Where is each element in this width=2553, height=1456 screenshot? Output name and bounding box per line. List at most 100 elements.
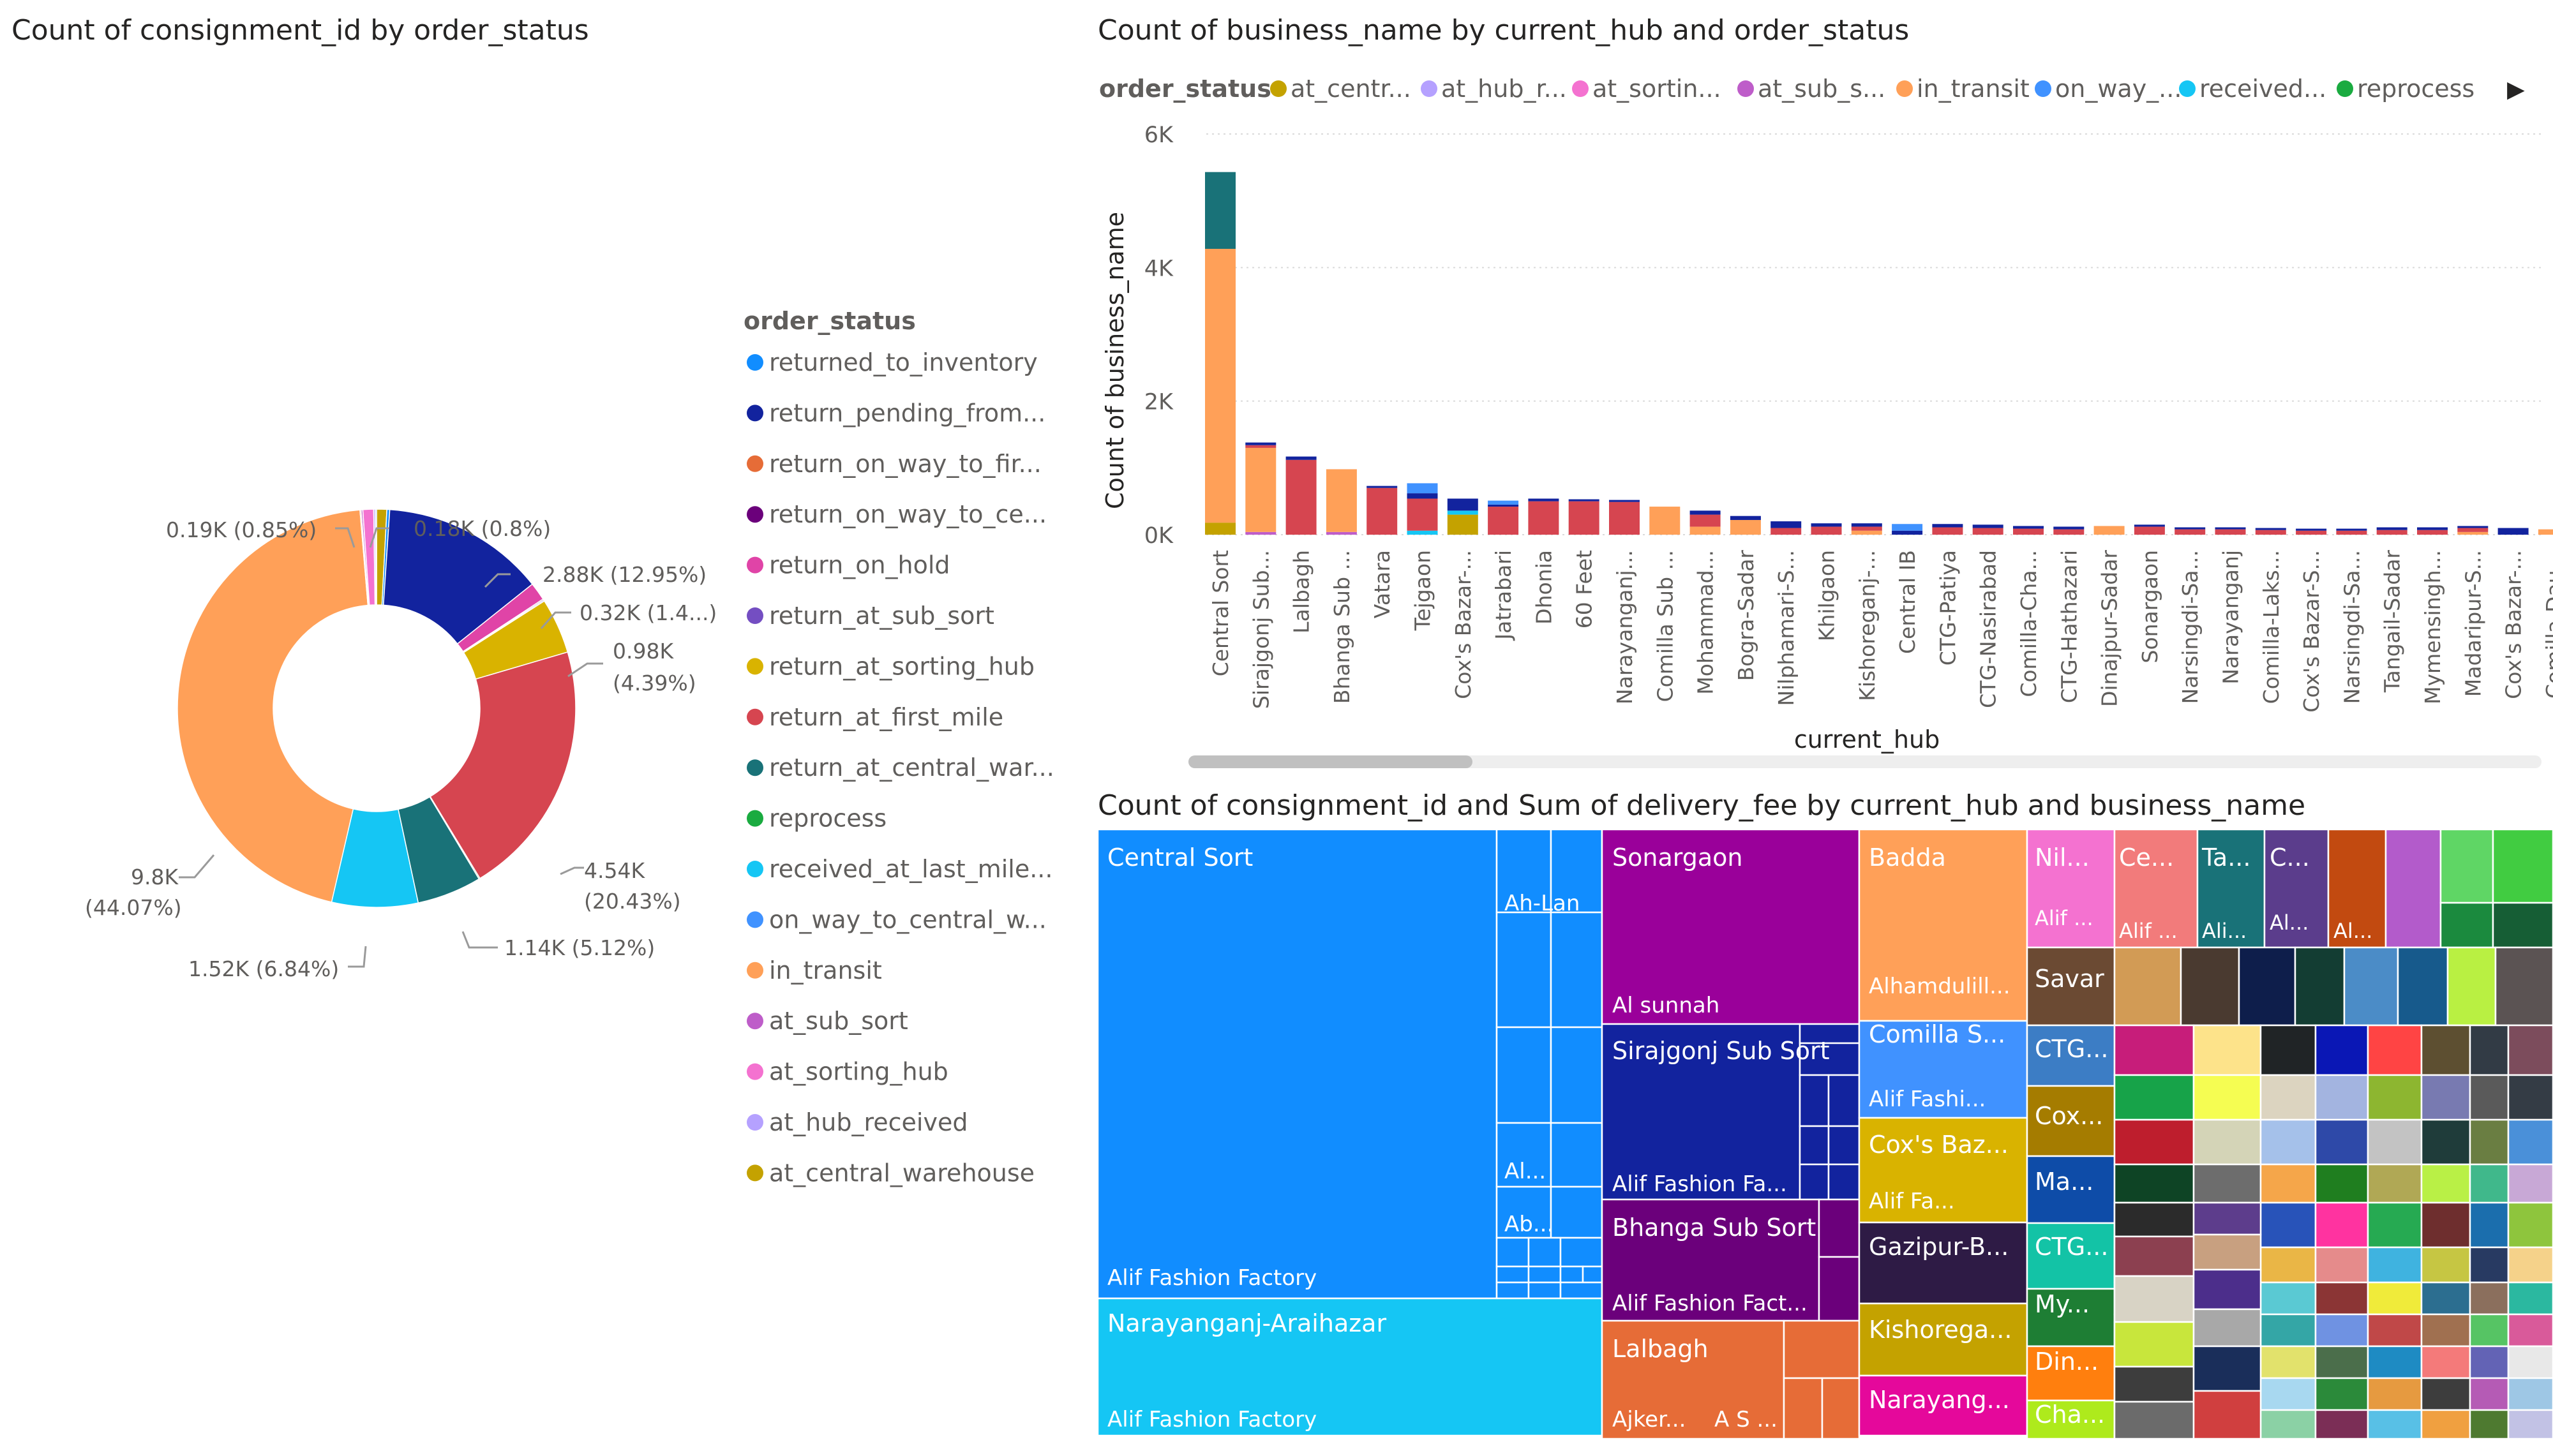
- treemap-cell[interactable]: [2113, 1201, 2195, 1238]
- treemap-cell[interactable]: [2507, 1163, 2553, 1204]
- tm-coxs[interactable]: [1858, 1117, 2028, 1224]
- tm-narayanganj-araihazar[interactable]: [1098, 1297, 1603, 1437]
- treemap-cell[interactable]: [2314, 1074, 2369, 1121]
- treemap-cell[interactable]: [1495, 1237, 1530, 1268]
- bar-segment-return-pending-from[interactable]: [2255, 528, 2286, 530]
- treemap-cell[interactable]: [1550, 911, 1603, 1029]
- bar-segment-return-pending-from[interactable]: [2013, 526, 2044, 529]
- treemap-cell[interactable]: [1527, 1265, 1562, 1284]
- bar-legend-item[interactable]: at_sub_s...: [1758, 75, 1885, 103]
- bar-segment-in-transit[interactable]: [1689, 526, 1721, 535]
- donut-legend-item[interactable]: at_central_warehouse: [769, 1159, 1035, 1187]
- treemap-cell[interactable]: [2259, 1074, 2317, 1121]
- treemap-cell[interactable]: [2420, 1201, 2471, 1249]
- bar-segment-received-at-last-mile[interactable]: [1407, 530, 1438, 535]
- treemap-cell[interactable]: [2113, 1118, 2195, 1166]
- treemap-cell[interactable]: [2420, 1281, 2471, 1316]
- treemap-cell[interactable]: [2420, 1074, 2471, 1121]
- treemap-cell[interactable]: [2259, 1281, 2317, 1316]
- treemap-cell[interactable]: [1799, 1074, 1830, 1127]
- treemap-cell[interactable]: [2238, 946, 2296, 1027]
- tm-sirajgonj[interactable]: [1601, 1023, 1801, 1201]
- bar-segment-return-pending-from[interactable]: [1932, 524, 1963, 528]
- treemap-cell[interactable]: [2507, 1024, 2553, 1076]
- tm-ce[interactable]: [2113, 828, 2199, 949]
- donut-legend-item[interactable]: reprocess: [769, 805, 887, 833]
- treemap-cell[interactable]: [2367, 1313, 2423, 1348]
- donut-legend-item[interactable]: at_hub_received: [769, 1108, 968, 1136]
- bar-segment-return-pending-from[interactable]: [2134, 524, 2165, 527]
- treemap-cell[interactable]: [2367, 1024, 2423, 1076]
- tm-ctg2[interactable]: [2026, 1222, 2116, 1290]
- treemap-cell[interactable]: [2314, 1409, 2369, 1440]
- treemap-cell[interactable]: [1818, 1256, 1860, 1322]
- bar-segment-return-at-first-mile[interactable]: [2255, 530, 2286, 535]
- treemap-cell[interactable]: [2420, 1118, 2471, 1166]
- treemap-cell[interactable]: [2507, 1246, 2553, 1284]
- treemap-cell[interactable]: [2469, 1313, 2510, 1348]
- treemap-cell[interactable]: [2259, 1201, 2317, 1249]
- donut-legend-item[interactable]: return_at_sub_sort: [769, 602, 994, 630]
- tm-bhanga[interactable]: [1601, 1198, 1820, 1322]
- treemap-cell[interactable]: [2180, 946, 2240, 1027]
- treemap-cell[interactable]: [2367, 1281, 2423, 1316]
- bar-segment-return-at-first-mile[interactable]: [1932, 527, 1963, 535]
- treemap-cell[interactable]: [2420, 1377, 2471, 1411]
- donut-legend-item[interactable]: at_sorting_hub: [769, 1058, 948, 1086]
- bar-segment-return-pending-from[interactable]: [2215, 527, 2246, 530]
- donut-slice-on-way-to-central-w[interactable]: [375, 509, 377, 605]
- tm-narayang[interactable]: [1858, 1374, 2028, 1437]
- donut-slice-return-at-first-mile[interactable]: [430, 651, 576, 879]
- bar-segment-return-pending-from[interactable]: [1771, 521, 1802, 528]
- donut-slice-in-transit[interactable]: [177, 509, 369, 903]
- treemap-cell[interactable]: [1827, 1125, 1860, 1166]
- bar-segment-return-at-first-mile[interactable]: [2053, 529, 2085, 535]
- tm-ma[interactable]: [2026, 1155, 2116, 1224]
- bar-segment-return-pending-from[interactable]: [1245, 442, 1276, 445]
- treemap-cell[interactable]: [2192, 1118, 2262, 1166]
- bar-segment-in-transit[interactable]: [1205, 249, 1236, 523]
- tm-cox[interactable]: [2026, 1085, 2116, 1157]
- treemap-cell[interactable]: [2439, 828, 2494, 904]
- treemap-cell[interactable]: [2314, 1345, 2369, 1379]
- donut-legend-item[interactable]: returned_to_inventory: [769, 348, 1038, 376]
- treemap-cell[interactable]: [2259, 1163, 2317, 1204]
- treemap-cell[interactable]: [2259, 1246, 2317, 1284]
- bar-legend-item[interactable]: at_sortin...: [1592, 75, 1721, 103]
- treemap-cell[interactable]: [2314, 1118, 2369, 1166]
- treemap-cell[interactable]: [2314, 1201, 2369, 1249]
- treemap-cell[interactable]: [1821, 1377, 1860, 1440]
- treemap-cell[interactable]: [2192, 1201, 2262, 1236]
- treemap-cell[interactable]: [1550, 1122, 1603, 1188]
- treemap-cell[interactable]: [2420, 1163, 2471, 1204]
- treemap-cell[interactable]: [2113, 946, 2182, 1027]
- treemap-cell[interactable]: [2469, 1377, 2510, 1411]
- treemap-cell[interactable]: [1559, 1237, 1603, 1268]
- treemap-cell[interactable]: [2507, 1377, 2553, 1411]
- treemap-cell[interactable]: [1559, 1281, 1603, 1300]
- treemap-cell[interactable]: [2192, 1163, 2262, 1204]
- treemap-cell[interactable]: [2113, 1275, 2195, 1323]
- treemap-cell[interactable]: [1550, 828, 1603, 914]
- treemap-cell[interactable]: [1799, 1125, 1830, 1166]
- bar-segment-return-at-first-mile[interactable]: [2013, 528, 2044, 535]
- bar-scrollbar-track[interactable]: [1188, 755, 2542, 768]
- bar-segment-return-pending-from[interactable]: [2053, 526, 2085, 530]
- bar-segment-return-pending-from[interactable]: [1972, 524, 2003, 528]
- bar-segment-in-transit[interactable]: [1730, 519, 1761, 535]
- bar-legend-item[interactable]: received...: [2199, 75, 2326, 103]
- treemap-cell[interactable]: [1827, 1074, 1860, 1127]
- treemap-cell[interactable]: [2113, 1400, 2195, 1440]
- bar-segment-return-at-first-mile[interactable]: [1972, 528, 2003, 535]
- treemap-cell[interactable]: [2385, 828, 2442, 949]
- bar-segment-on-way-to-central[interactable]: [1407, 483, 1438, 494]
- treemap-cell[interactable]: [2446, 946, 2497, 1027]
- bar-segment-return-at-first-mile[interactable]: [1689, 514, 1721, 527]
- treemap-cell[interactable]: [2507, 1281, 2553, 1316]
- donut-legend-item[interactable]: return_on_hold: [769, 551, 950, 579]
- treemap-cell[interactable]: [2113, 1235, 2195, 1277]
- treemap-cell[interactable]: [2113, 1365, 2195, 1403]
- donut-legend-item[interactable]: on_way_to_central_w...: [769, 905, 1047, 933]
- tm-kishoreganj[interactable]: [1858, 1302, 2028, 1377]
- treemap-cell[interactable]: [1495, 1122, 1552, 1188]
